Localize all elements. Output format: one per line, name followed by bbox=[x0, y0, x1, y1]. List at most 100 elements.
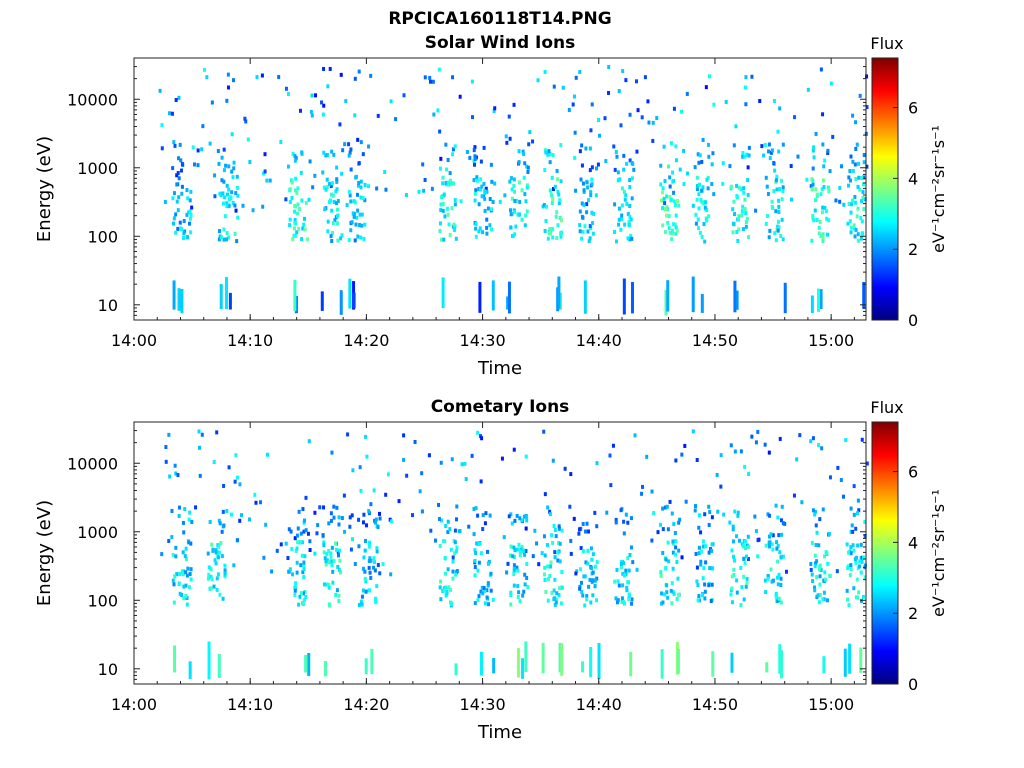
spectrogram-pixel bbox=[810, 238, 814, 243]
spectrogram-pixel bbox=[840, 164, 844, 169]
spectrogram-pixel bbox=[347, 238, 351, 243]
spectrogram-pixel bbox=[850, 202, 854, 207]
spectrogram-pixel bbox=[546, 152, 550, 157]
spectrogram-pixel bbox=[234, 453, 238, 458]
spectrogram-pixel bbox=[518, 553, 522, 558]
spectrogram-pixel bbox=[474, 226, 478, 231]
spectrogram-pixel bbox=[222, 227, 226, 232]
spectrogram-pixel bbox=[451, 181, 455, 186]
spectrogram-pixel bbox=[823, 205, 827, 210]
spectrogram-pixel bbox=[449, 547, 453, 552]
spectrogram-pixel bbox=[361, 520, 365, 525]
spectrogram-pixel bbox=[724, 99, 728, 104]
spectrogram-pixel bbox=[722, 512, 726, 517]
spectrogram-pixel bbox=[320, 291, 324, 311]
spectrogram-pixel bbox=[684, 499, 688, 504]
spectrogram-pixel bbox=[459, 199, 463, 204]
colorbar-tick-label: 2 bbox=[908, 240, 918, 259]
spectrogram-pixel bbox=[581, 661, 585, 673]
spectrogram-pixels bbox=[158, 65, 869, 316]
spectrogram-pixel bbox=[389, 519, 393, 524]
spectrogram-pixel bbox=[454, 663, 458, 676]
spectrogram-pixel bbox=[174, 98, 178, 103]
spectrogram-pixel bbox=[217, 544, 221, 549]
spectrogram-pixel bbox=[446, 180, 450, 185]
spectrogram-pixel bbox=[329, 518, 333, 523]
spectrogram-pixel bbox=[346, 432, 350, 437]
spectrogram-pixel bbox=[474, 551, 478, 556]
spectrogram-pixel bbox=[703, 596, 707, 601]
spectrogram-pixel bbox=[358, 223, 362, 228]
spectrogram-pixel bbox=[307, 439, 311, 444]
spectrogram-pixel bbox=[765, 662, 769, 673]
spectrogram-pixel bbox=[437, 67, 441, 72]
spectrogram-pixel bbox=[443, 214, 447, 219]
spectrogram-pixel bbox=[556, 190, 560, 195]
spectrogram-pixel bbox=[223, 195, 227, 200]
spectrogram-pixel bbox=[706, 142, 710, 147]
spectrogram-pixel bbox=[160, 146, 164, 151]
spectrogram-pixel bbox=[716, 509, 720, 514]
spectrogram-pixel bbox=[531, 554, 535, 559]
spectrogram-pixel bbox=[225, 98, 229, 103]
x-tick-label: 14:00 bbox=[111, 331, 157, 350]
spectrogram-pixel bbox=[554, 600, 558, 605]
spectrogram-pixel bbox=[473, 198, 477, 203]
spectrogram-pixel bbox=[811, 182, 815, 187]
spectrogram-pixel bbox=[476, 430, 480, 435]
spectrogram-pixel bbox=[511, 234, 515, 239]
spectrogram-pixel bbox=[473, 162, 477, 167]
spectrogram-pixel bbox=[695, 175, 699, 180]
spectrogram-pixel bbox=[708, 566, 712, 571]
spectrogram-pixel bbox=[324, 187, 328, 192]
spectrogram-pixel bbox=[227, 203, 231, 208]
spectrogram-pixel bbox=[516, 594, 520, 599]
spectrogram-pixel bbox=[450, 206, 454, 211]
spectrogram-pixel bbox=[829, 81, 833, 86]
spectrogram-pixel bbox=[582, 202, 586, 207]
spectrogram-pixel bbox=[730, 600, 734, 605]
spectrogram-pixel bbox=[367, 559, 371, 564]
spectrogram-pixel bbox=[491, 597, 495, 602]
spectrogram-pixel bbox=[485, 217, 489, 222]
spectrogram-pixel bbox=[328, 603, 332, 608]
spectrogram-pixel bbox=[543, 168, 547, 173]
spectrogram-pixel bbox=[695, 197, 699, 202]
spectrogram-pixel bbox=[586, 198, 590, 203]
spectrogram-pixel bbox=[861, 182, 865, 187]
spectrogram-pixel bbox=[777, 198, 781, 203]
spectrogram-pixel bbox=[589, 128, 593, 133]
spectrogram-pixel bbox=[741, 154, 745, 159]
spectrogram-pixel bbox=[573, 130, 577, 135]
spectrogram-pixel bbox=[223, 574, 227, 579]
spectrogram-pixel bbox=[213, 558, 217, 563]
spectrogram-pixel bbox=[798, 433, 802, 438]
spectrogram-pixel bbox=[490, 179, 494, 184]
spectrogram-pixel bbox=[847, 603, 851, 608]
spectrogram-pixel bbox=[705, 177, 709, 182]
spectrogram-pixel bbox=[180, 288, 184, 314]
spectrogram-pixel bbox=[168, 474, 172, 479]
spectrogram-pixel bbox=[780, 197, 784, 202]
spectrogram-pixel bbox=[209, 574, 213, 579]
spectrogram-pixel bbox=[666, 220, 670, 225]
spectrogram-pixel bbox=[334, 541, 338, 546]
spectrogram-pixel bbox=[629, 233, 633, 238]
spectrogram-pixel bbox=[473, 573, 477, 578]
spectrogram-pixel bbox=[821, 507, 825, 512]
spectrogram-pixel bbox=[778, 644, 782, 674]
spectrogram-pixel bbox=[694, 551, 698, 556]
spectrogram-pixel bbox=[373, 568, 377, 573]
spectrogram-pixel bbox=[222, 483, 226, 488]
spectrogram-pixel bbox=[368, 570, 372, 575]
spectrogram-pixel bbox=[624, 572, 628, 577]
spectrogram-pixel bbox=[674, 231, 678, 236]
spectrogram-pixel bbox=[850, 523, 854, 528]
spectrogram-pixel bbox=[769, 567, 773, 572]
spectrogram-pixel bbox=[259, 500, 263, 505]
spectrogram-pixel bbox=[241, 203, 245, 208]
spectrogram-pixel bbox=[711, 651, 715, 677]
spectrogram-pixel bbox=[339, 72, 343, 77]
spectrogram-pixel bbox=[733, 449, 737, 454]
